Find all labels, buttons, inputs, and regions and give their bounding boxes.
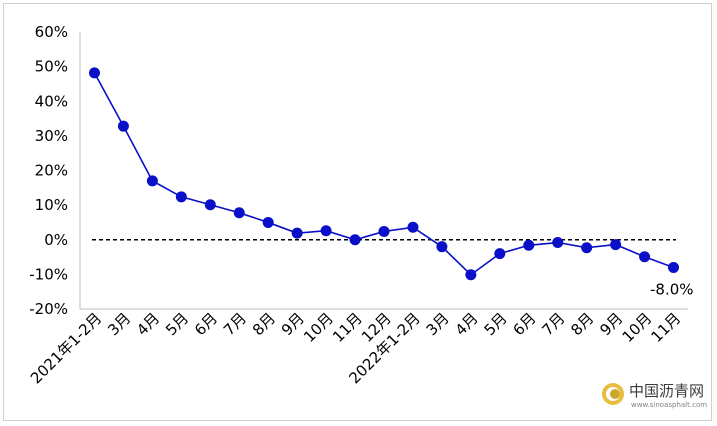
- chart-frame: [3, 3, 712, 421]
- y-tick-label: 10%: [35, 196, 68, 214]
- y-axis: 60% 50% 40% 30% 20% 10% 0% -10% -20%: [29, 23, 81, 318]
- y-tick-label: 30%: [35, 127, 68, 145]
- data-point: [581, 242, 593, 254]
- series: [88, 67, 680, 281]
- x-tick-label: 7月: [538, 309, 568, 339]
- data-point: [320, 225, 332, 237]
- x-tick-label: 5月: [481, 309, 511, 339]
- data-point: [233, 207, 245, 219]
- data-point: [349, 234, 361, 246]
- x-tick-label: 6月: [191, 309, 221, 339]
- last-value-label: -8.0%: [650, 280, 694, 298]
- x-tick-label: 4月: [133, 309, 163, 339]
- data-point: [117, 120, 129, 132]
- data-point: [494, 248, 506, 260]
- x-tick-label: 6月: [510, 309, 540, 339]
- data-point: [88, 67, 100, 79]
- y-tick-label: -20%: [29, 300, 68, 318]
- y-tick-label: 40%: [35, 92, 68, 110]
- watermark: 中国沥青网 www.sinoasphalt.com: [602, 382, 707, 409]
- data-point: [668, 261, 680, 273]
- data-point: [610, 239, 622, 251]
- x-tick-label: 10月: [619, 309, 656, 346]
- x-tick-label: 5月: [162, 309, 192, 339]
- data-point: [523, 239, 535, 251]
- x-tick-label: 2021年1-2月: [27, 309, 105, 387]
- data-point: [436, 241, 448, 253]
- data-point: [262, 216, 274, 228]
- y-tick-label: 60%: [35, 23, 68, 41]
- data-point: [146, 175, 158, 187]
- x-tick-label: 3月: [104, 309, 134, 339]
- x-tick-label: 11月: [329, 309, 366, 346]
- data-point: [465, 269, 477, 281]
- x-tick-label: 11月: [648, 309, 685, 346]
- y-tick-label: 0%: [44, 231, 68, 249]
- watermark-url: www.sinoasphalt.com: [631, 401, 707, 409]
- x-tick-label: 3月: [423, 309, 453, 339]
- data-point: [291, 227, 303, 239]
- data-point: [175, 191, 187, 203]
- x-tick-label: 7月: [220, 309, 250, 339]
- watermark-name: 中国沥青网: [629, 382, 704, 400]
- y-tick-label: 50%: [35, 58, 68, 76]
- data-point: [378, 225, 390, 237]
- x-tick-label: 10月: [300, 309, 337, 346]
- y-tick-label: 20%: [35, 162, 68, 180]
- x-tick-label: 8月: [249, 309, 279, 339]
- data-point: [407, 221, 419, 233]
- data-point: [204, 199, 216, 211]
- y-tick-label: -10%: [29, 265, 68, 283]
- x-tick-label: 8月: [567, 309, 597, 339]
- sinoasphalt-logo: [602, 383, 624, 405]
- data-point: [639, 251, 651, 263]
- x-tick-label: 4月: [452, 309, 482, 339]
- data-point: [552, 237, 564, 249]
- x-axis: 2021年1-2月3月4月5月6月7月8月9月10月11月12月2022年1-2…: [27, 308, 688, 387]
